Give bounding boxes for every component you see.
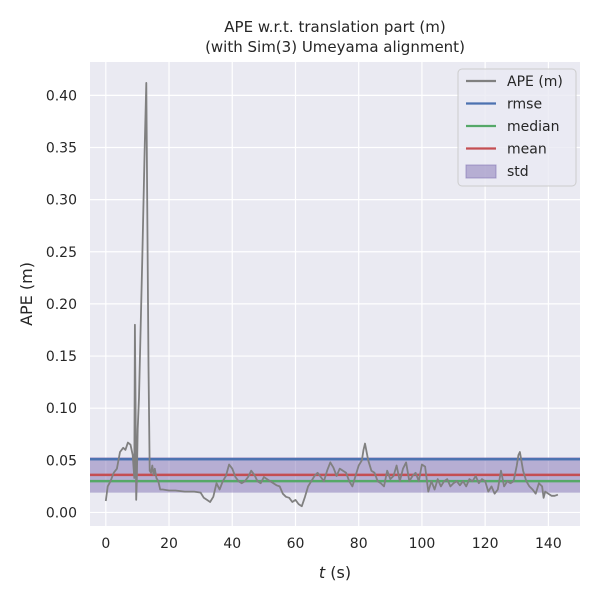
x-tick-label: 140 [535, 536, 562, 552]
legend-swatch [465, 164, 497, 179]
x-tick-label: 0 [101, 536, 110, 552]
y-tick-label: 0.30 [46, 193, 77, 209]
y-tick-label: 0.00 [46, 505, 77, 521]
y-tick-label: 0.20 [46, 297, 77, 313]
x-tick-label: 100 [409, 536, 436, 552]
x-axis-label: t (s) [319, 563, 351, 582]
x-tick-labels: 0 20 40 60 80 100 120 140 [101, 536, 561, 552]
y-axis-label: APE (m) [17, 262, 36, 326]
x-tick-label: 40 [223, 536, 241, 552]
series-layer [104, 82, 559, 508]
y-tick-label: 0.05 [46, 453, 77, 469]
y-tick-label: 0.35 [46, 141, 77, 157]
legend-box [457, 68, 577, 187]
x-tick-label: 60 [287, 536, 305, 552]
x-axis-label-unit: (s) [325, 563, 351, 582]
legend-label: APE (m) [507, 74, 563, 90]
y-tick-label: 0.15 [46, 349, 77, 365]
legend-label: median [507, 119, 559, 135]
legend-label: mean [507, 142, 547, 158]
y-tick-label: 0.25 [46, 245, 77, 261]
x-axis-label-symbol: t [319, 563, 326, 582]
y-tick-label: 0.40 [46, 88, 77, 104]
legend-label: std [507, 164, 529, 180]
chart-title-line-2: (with Sim(3) Umeyama alignment) [205, 38, 465, 56]
legend-label: rmse [507, 97, 542, 113]
y-tick-labels: 0.00 0.05 0.10 0.15 0.20 0.25 0.30 0.35 0.40 [46, 88, 77, 521]
chart-title-line-1: APE w.r.t. translation part (m) [224, 18, 445, 36]
legend: APE (m) rmse median mean std [457, 68, 577, 187]
stat-bands [90, 457, 580, 493]
x-tick-label: 120 [472, 536, 499, 552]
ape-series-line [104, 82, 559, 508]
y-tick-label: 0.10 [46, 401, 77, 417]
x-tick-label: 80 [350, 536, 368, 552]
x-tick-label: 20 [160, 536, 178, 552]
